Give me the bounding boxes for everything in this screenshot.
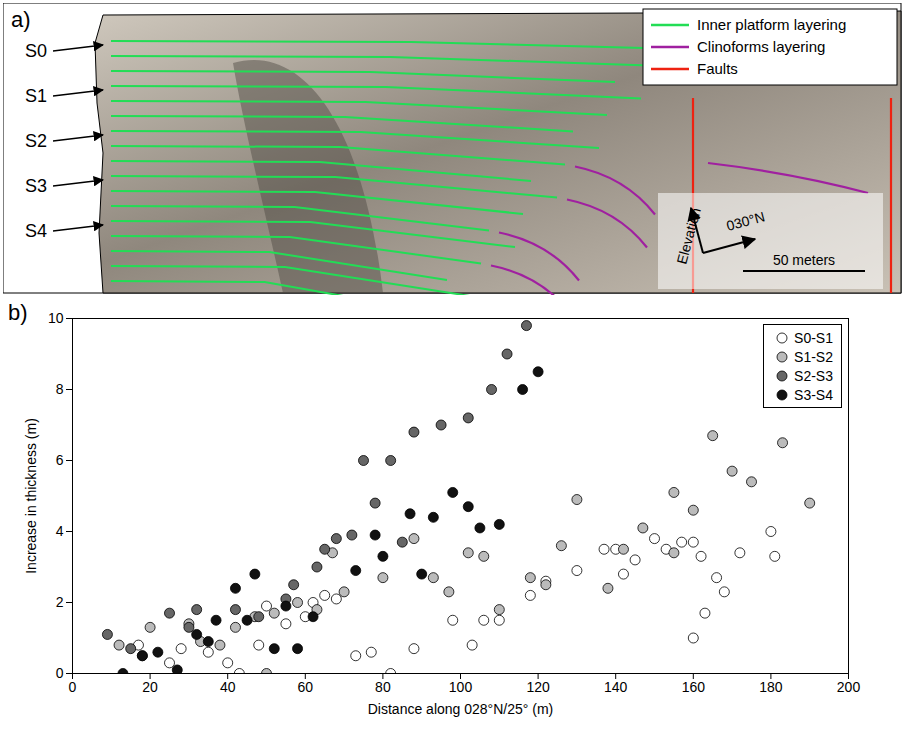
svg-text:a): a) [11,7,31,32]
svg-text:S1: S1 [25,86,47,106]
svg-text:180: 180 [759,679,783,695]
svg-text:8: 8 [56,381,64,397]
svg-text:4: 4 [56,523,64,539]
svg-text:160: 160 [682,679,706,695]
svg-text:Inner platform layering: Inner platform layering [697,16,846,33]
svg-text:2: 2 [56,594,64,610]
html-text:S2-S3: S2-S3 [794,367,833,384]
svg-text:0: 0 [69,679,77,695]
svg-text:50 meters: 50 meters [773,252,835,268]
svg-text:10: 10 [48,310,64,326]
html-text:S1-S2: S1-S2 [794,348,833,365]
svg-text:120: 120 [526,679,550,695]
svg-text:Clinoforms layering: Clinoforms layering [697,38,825,55]
svg-text:Faults: Faults [697,60,738,77]
svg-text:140: 140 [604,679,628,695]
svg-text:S2: S2 [25,131,47,151]
svg-text:Increase in thickness (m): Increase in thickness (m) [23,418,39,574]
html-text:b): b) [8,300,28,325]
svg-text:100: 100 [449,679,473,695]
svg-text:20: 20 [142,679,158,695]
svg-text:030°N: 030°N [725,208,767,234]
svg-text:200: 200 [837,679,861,695]
svg-text:S0: S0 [25,41,47,61]
svg-text:40: 40 [220,679,236,695]
svg-text:Elevation: Elevation [673,206,703,266]
html-text:S3-S4: S3-S4 [794,386,833,403]
svg-text:60: 60 [298,679,314,695]
svg-text:80: 80 [375,679,391,695]
svg-text:Distance along 028°N/25° (m): Distance along 028°N/25° (m) [368,701,554,717]
html-text:S0-S1: S0-S1 [794,329,833,346]
svg-text:6: 6 [56,452,64,468]
svg-text:S3: S3 [25,176,47,196]
svg-text:0: 0 [56,665,64,681]
svg-text:S4: S4 [25,221,47,241]
